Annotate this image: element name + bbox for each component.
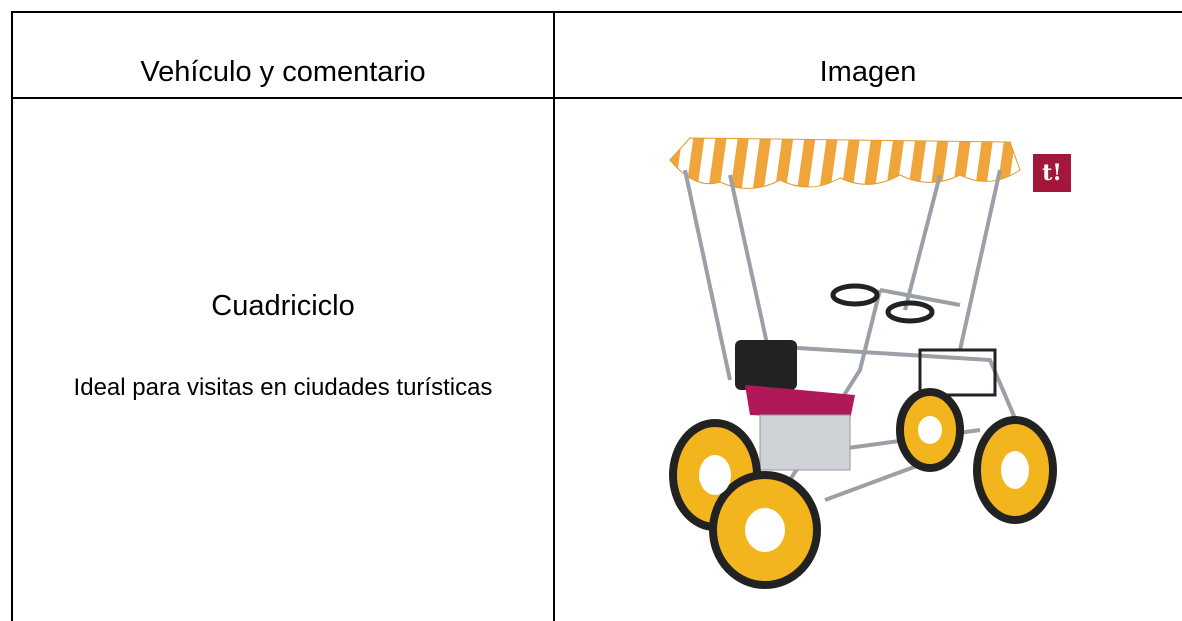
vehicle-name: Cuadriciclo	[211, 290, 355, 322]
vehicle-comment: Ideal para visitas en ciudades turística…	[73, 374, 493, 401]
table-border-header	[11, 97, 1182, 99]
header-cell: Imagen	[819, 56, 917, 88]
table-border-top	[11, 11, 1182, 13]
header-cell: Vehículo y comentario	[140, 56, 426, 88]
table-border-left	[11, 11, 13, 621]
vehicle-image: t!	[669, 137, 1071, 589]
logo: t!	[1042, 160, 1062, 186]
table-border-middle	[553, 11, 555, 621]
